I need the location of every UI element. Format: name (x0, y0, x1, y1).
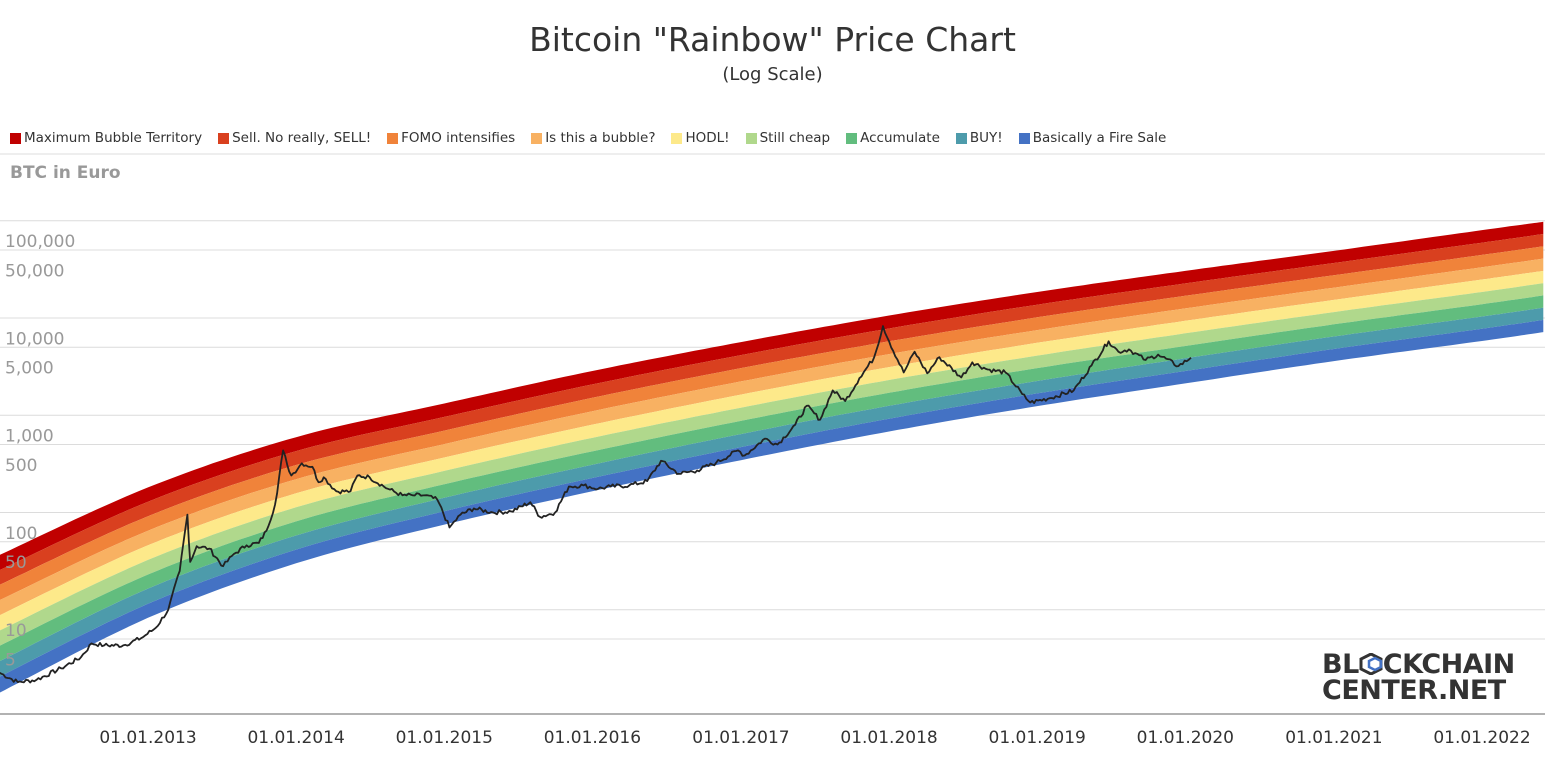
y-tick-label: 100,000 (5, 232, 75, 252)
y-axis-ticks: 100,000 50,000 10,000 5,000 1,000 500 100 50 10 5 (5, 232, 75, 670)
logo-text-kchain: CKCHAIN (1382, 649, 1515, 680)
chart-legend: Maximum Bubble Territory Sell. No really,… (10, 128, 1182, 148)
chart-title: Bitcoin "Rainbow" Price Chart (529, 20, 1016, 59)
x-tick-label: 01.01.2014 (247, 728, 344, 748)
legend-swatch (1018, 132, 1030, 144)
legend-swatch (218, 132, 230, 144)
y-tick-label: 10 (5, 621, 27, 641)
rainbow-bands (0, 221, 1544, 693)
legend-label: Is this a bubble? (545, 130, 656, 146)
legend-item[interactable]: Still cheap (745, 128, 831, 148)
y-tick-label: 500 (5, 456, 37, 476)
legend-item[interactable]: FOMO intensifies (387, 128, 515, 148)
x-tick-label: 01.01.2016 (544, 728, 641, 748)
legend-item[interactable]: Accumulate (846, 128, 940, 148)
legend-swatch (671, 132, 683, 144)
y-tick-label: 10,000 (5, 329, 64, 349)
legend-swatch (531, 132, 543, 144)
y-axis-label: BTC in Euro (10, 163, 121, 183)
x-tick-label: 01.01.2017 (692, 728, 789, 748)
logo-text-bl: BL (1322, 649, 1359, 680)
legend-label: HODL! (685, 130, 730, 146)
legend-label: BUY! (969, 130, 1003, 146)
legend-label: Sell. No really, SELL! (232, 130, 372, 146)
x-tick-label: 01.01.2022 (1433, 728, 1530, 748)
legend-item[interactable]: BUY! (955, 128, 1003, 148)
x-tick-label: 01.01.2021 (1285, 728, 1382, 748)
x-tick-label: 01.01.2015 (396, 728, 493, 748)
y-tick-label: 50,000 (5, 261, 64, 281)
y-tick-label: 5,000 (5, 359, 54, 379)
x-tick-label: 01.01.2018 (840, 728, 937, 748)
legend-label: Still cheap (759, 130, 831, 146)
legend-swatch (387, 132, 399, 144)
logo-text-center-net: CENTER.NET (1322, 675, 1506, 706)
legend-swatch (955, 132, 967, 144)
legend-swatch (10, 132, 21, 144)
chain-link-icon (1359, 652, 1383, 676)
x-tick-label: 01.01.2019 (989, 728, 1086, 748)
legend-swatch (846, 132, 858, 144)
legend-item[interactable]: Is this a bubble? (531, 128, 655, 148)
y-tick-label: 50 (5, 553, 27, 573)
legend-item[interactable]: Maximum Bubble Territory (10, 128, 202, 148)
legend-label: Accumulate (860, 130, 940, 146)
legend-item[interactable]: Basically a Fire Sale (1018, 128, 1167, 148)
blockchaincenter-logo: BL CKCHAIN CENTER.NET (1322, 649, 1515, 706)
y-tick-label: 5 (5, 650, 16, 670)
y-tick-label: 100 (5, 524, 37, 544)
legend-label: Maximum Bubble Territory (24, 130, 203, 146)
x-axis-ticks: 01.01.2013 01.01.2014 01.01.2015 01.01.2016… (99, 728, 1530, 748)
legend-swatch (745, 132, 757, 144)
legend-label: FOMO intensifies (401, 130, 516, 146)
x-tick-label: 01.01.2020 (1137, 728, 1234, 748)
y-tick-label: 1,000 (5, 427, 54, 447)
x-tick-label: 01.01.2013 (99, 728, 196, 748)
btc-price-line (0, 325, 1192, 684)
legend-item[interactable]: Sell. No really, SELL! (218, 128, 371, 148)
legend-item[interactable]: HODL! (671, 128, 730, 148)
legend-label: Basically a Fire Sale (1032, 130, 1167, 146)
chart-subtitle: (Log Scale) (722, 64, 823, 85)
